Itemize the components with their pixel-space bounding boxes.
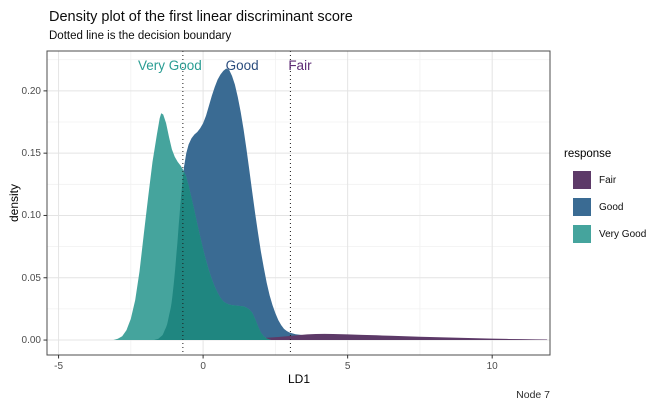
legend-label: Very Good [599, 228, 647, 240]
x-tick-label: 10 [486, 361, 498, 372]
y-tick-label: 0.10 [21, 210, 41, 222]
y-tick-label: 0.00 [21, 335, 41, 347]
y-tick-label: 0.15 [21, 148, 41, 160]
density-area-good [154, 68, 449, 341]
legend-label: Good [599, 201, 624, 213]
legend-swatch [573, 198, 591, 216]
y-tick-label: 0.20 [21, 85, 41, 97]
panel-border [46, 50, 551, 356]
group-annotation-very-good: Very Good [137, 58, 202, 74]
legend-label: Fair [599, 174, 617, 186]
plot-caption: Node 7 [516, 389, 550, 401]
density-overlap-area [154, 171, 271, 341]
legend-title: response [564, 148, 612, 160]
plot-subtitle: Dotted line is the decision boundary [49, 30, 232, 42]
legend-swatch [573, 225, 591, 243]
legend-item: Very Good [573, 225, 646, 243]
plot-title: Density plot of the first linear discrim… [49, 9, 353, 25]
legend-item: Fair [573, 171, 646, 189]
x-tick-label: 0 [200, 361, 206, 372]
x-tick-label: 5 [344, 361, 351, 372]
legend-items: Fair Good Very Good [564, 171, 646, 243]
x-axis-title: LD1 [287, 372, 311, 386]
group-annotation-good: Good [225, 58, 259, 74]
group-annotation-fair: Fair [288, 58, 312, 74]
legend-swatch [573, 171, 591, 189]
y-tick-label: 0.05 [21, 272, 41, 284]
x-tick-label: -5 [54, 361, 64, 372]
legend: response Fair Good Very Good [564, 148, 646, 252]
legend-item: Good [573, 198, 646, 216]
